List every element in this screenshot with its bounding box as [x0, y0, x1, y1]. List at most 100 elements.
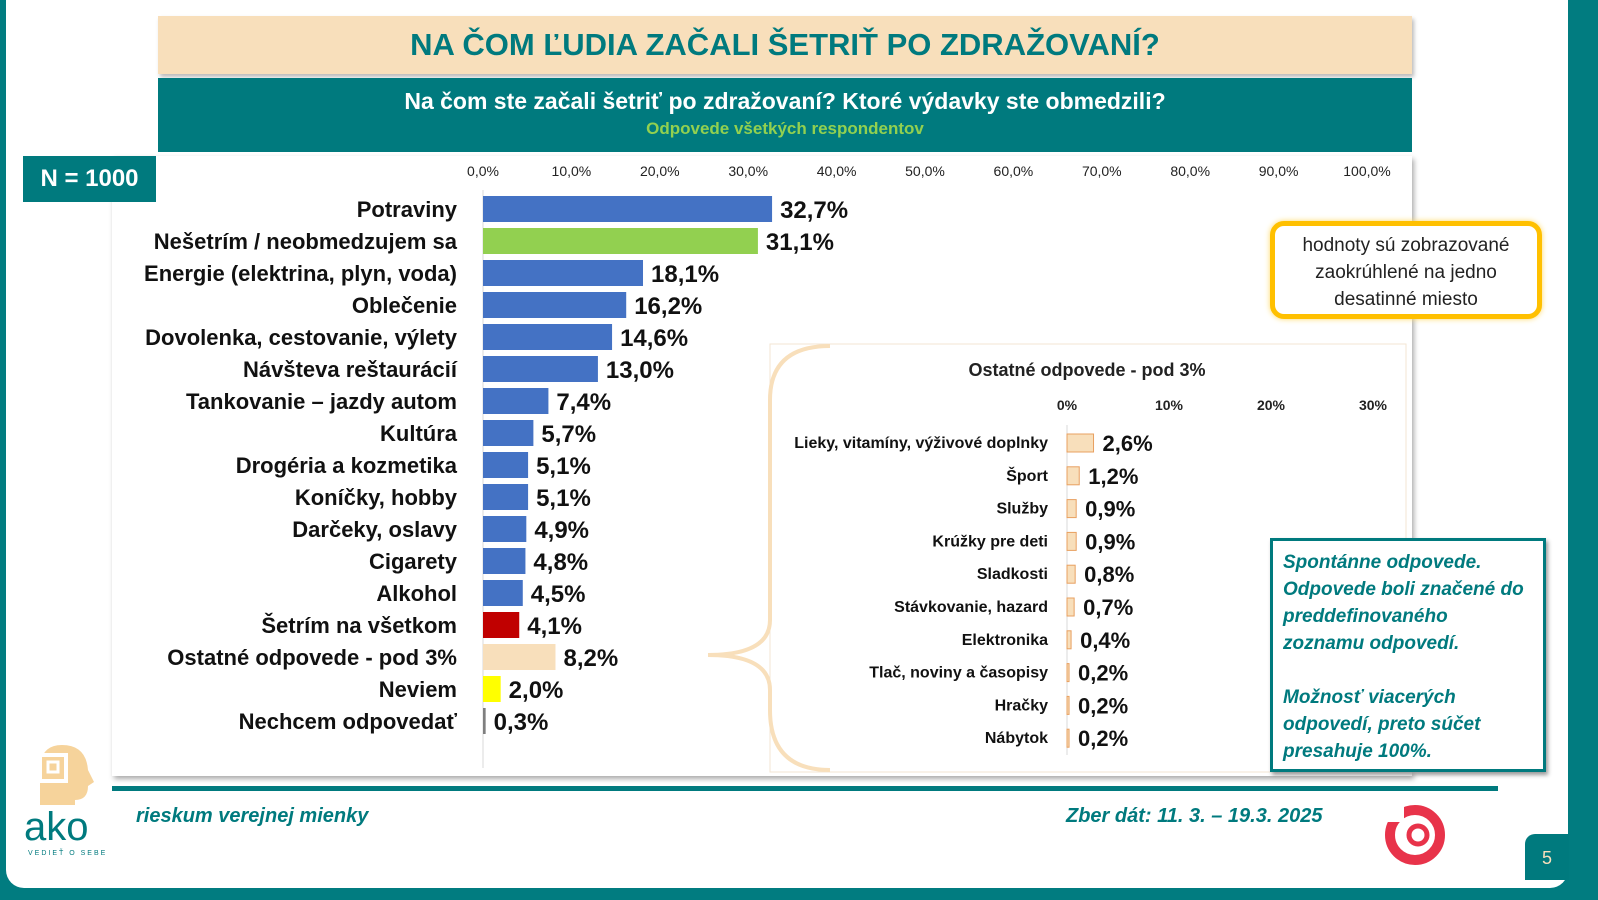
- data-label: 0,4%: [1080, 628, 1130, 653]
- x-tick-label: 70,0%: [1082, 163, 1122, 179]
- data-label: 7,4%: [556, 389, 611, 416]
- x-tick-label: 60,0%: [994, 163, 1034, 179]
- spiral-logo: [1382, 802, 1445, 865]
- bar: [483, 356, 598, 382]
- category-label: Krúžky pre deti: [932, 533, 1048, 550]
- bar: [1066, 728, 1070, 748]
- data-label: 4,5%: [531, 581, 586, 608]
- x-tick-label: 90,0%: [1259, 163, 1299, 179]
- category-label: Potraviny: [357, 197, 458, 222]
- category-label: Dovolenka, cestovanie, výlety: [145, 325, 458, 350]
- data-label: 0,7%: [1083, 595, 1133, 620]
- category-label: Stávkovanie, hazard: [894, 599, 1048, 616]
- bar: [483, 676, 501, 702]
- data-label: 2,0%: [509, 677, 564, 704]
- bar: [483, 452, 529, 478]
- inset-title: Ostatné odpovede - pod 3%: [968, 360, 1205, 380]
- x-tick-label: 50,0%: [905, 163, 945, 179]
- bracket: [707, 344, 831, 772]
- logo-text: ako: [24, 805, 89, 849]
- x-tick-label: 40,0%: [817, 163, 857, 179]
- rounding-note: hodnoty sú zobrazované zaokrúhlené na je…: [1270, 221, 1542, 319]
- x-tick-label: 10%: [1155, 397, 1184, 413]
- category-label: Šport: [1006, 466, 1048, 485]
- category-label: Tlač, noviny a časopisy: [869, 665, 1048, 682]
- bar: [483, 580, 523, 606]
- category-label: Lieky, vitamíny, výživové doplnky: [794, 435, 1048, 452]
- data-label: 0,2%: [1078, 693, 1128, 718]
- data-label: 0,8%: [1084, 562, 1134, 587]
- category-label: Elektronika: [962, 632, 1048, 649]
- bar: [483, 324, 613, 350]
- x-tick-label: 80,0%: [1170, 163, 1210, 179]
- x-tick-label: 0,0%: [467, 163, 499, 179]
- data-label: 5,1%: [536, 485, 591, 512]
- category-label: Drogéria a kozmetika: [236, 453, 458, 478]
- data-label: 16,2%: [634, 293, 702, 320]
- data-label: 0,3%: [494, 709, 549, 736]
- footer-left: rieskum verejnej mienky: [136, 805, 369, 827]
- bar: [483, 228, 758, 254]
- x-tick-label: 20,0%: [640, 163, 680, 179]
- bar: [1066, 564, 1076, 584]
- data-label: 18,1%: [651, 261, 719, 288]
- slide-title: NA ČOM ĽUDIA ZAČALI ŠETRIŤ PO ZDRAŽOVANÍ…: [158, 16, 1412, 74]
- logo-tagline: VEDIEŤ O SEBE: [28, 848, 107, 857]
- category-label: Návšteva reštaurácií: [243, 357, 458, 382]
- bar: [483, 260, 644, 286]
- x-tick-label: 30%: [1359, 397, 1388, 413]
- bar: [483, 292, 627, 318]
- bar: [483, 548, 526, 574]
- category-label: Tankovanie – jazdy autom: [186, 389, 457, 414]
- data-label: 5,1%: [536, 453, 591, 480]
- data-label: 0,9%: [1085, 529, 1135, 554]
- category-label: Nešetrím / neobmedzujem sa: [154, 229, 458, 254]
- bar: [1066, 663, 1070, 683]
- data-label: 2,6%: [1103, 431, 1153, 456]
- bar: [483, 420, 534, 446]
- bar: [483, 644, 556, 670]
- data-label: 32,7%: [780, 197, 848, 224]
- data-label: 14,6%: [620, 325, 688, 352]
- category-label: Hračky: [995, 697, 1048, 714]
- footer-date: Zber dát: 11. 3. – 19.3. 2025: [1066, 805, 1323, 827]
- bar: [1066, 597, 1075, 617]
- ako-logo: ako VEDIEŤ O SEBE: [24, 745, 107, 857]
- category-label: Cigarety: [369, 549, 458, 574]
- data-label: 0,9%: [1085, 497, 1135, 522]
- category-label: Nechcem odpovedať: [239, 709, 458, 734]
- subtitle: Odpovede všetkých respondentov: [646, 119, 924, 138]
- bar: [483, 196, 773, 222]
- question-banner: Na čom ste začali šetriť po zdražovaní? …: [158, 78, 1412, 152]
- category-label: Neviem: [379, 677, 457, 702]
- data-label: 4,1%: [527, 613, 582, 640]
- data-label: 4,8%: [533, 549, 588, 576]
- data-label: 8,2%: [563, 645, 618, 672]
- category-label: Služby: [996, 501, 1048, 518]
- category-label: Nábytok: [985, 730, 1048, 747]
- bar: [1066, 630, 1072, 650]
- bar: [483, 388, 549, 414]
- footer-rule: [112, 786, 1498, 791]
- bar: [1066, 531, 1077, 551]
- category-label: Šetrím na všetkom: [261, 613, 457, 638]
- page-number: 5: [1525, 834, 1569, 880]
- spontaneous-note-1: Spontánne odpovede. Odpovede boli značen…: [1283, 552, 1524, 654]
- category-label: Alkohol: [376, 581, 457, 606]
- x-tick-label: 30,0%: [728, 163, 768, 179]
- x-tick-label: 0%: [1057, 397, 1078, 413]
- data-label: 13,0%: [606, 357, 674, 384]
- category-label: Oblečenie: [352, 293, 457, 318]
- bar: [483, 516, 527, 542]
- spontaneous-note-2: Možnosť viacerých odpovedí, preto súčet …: [1283, 687, 1481, 762]
- data-label: 4,9%: [534, 517, 589, 544]
- question-text: Na čom ste začali šetriť po zdražovaní? …: [404, 88, 1166, 114]
- bar: [483, 612, 520, 638]
- bar: [483, 484, 529, 510]
- data-label: 0,2%: [1078, 726, 1128, 751]
- category-label: Koníčky, hobby: [295, 485, 458, 510]
- sample-size-badge: N = 1000: [23, 156, 156, 202]
- x-tick-label: 100,0%: [1343, 163, 1390, 179]
- bar: [1066, 695, 1070, 715]
